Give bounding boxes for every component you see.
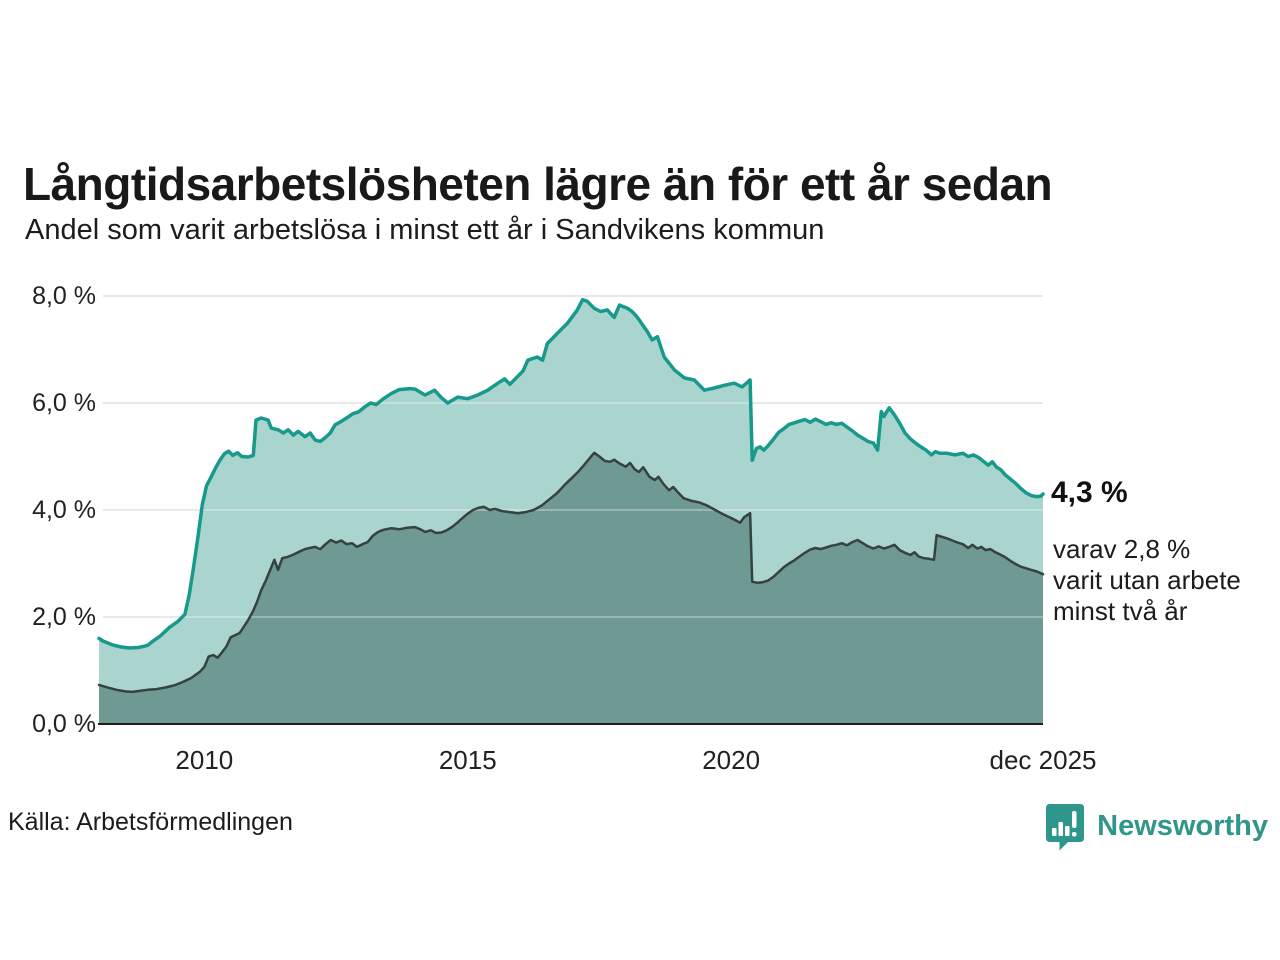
line-series-0	[97, 297, 1045, 650]
y-tick-label: 8,0 %	[32, 282, 96, 310]
y-tick-label: 0,0 %	[32, 710, 96, 738]
brand-logo: Newsworthy	[1045, 803, 1268, 851]
y-tick-label: 6,0 %	[32, 389, 96, 417]
line-series-1	[97, 451, 1045, 694]
area-fill-series-1	[99, 452, 1043, 724]
y-tick-label: 2,0 %	[32, 603, 96, 631]
y-tick-label: 4,0 %	[32, 496, 96, 524]
area-fill-series-0	[99, 299, 1043, 724]
page-title: Långtidsarbetslösheten lägre än för ett …	[23, 157, 1053, 210]
x-tick-label: 2020	[702, 745, 761, 775]
latest-value-annotation: 4,3 %	[1051, 475, 1128, 509]
newsworthy-icon	[1046, 804, 1085, 851]
x-tick-label: 2015	[438, 745, 497, 775]
x-tick-label: 2010	[175, 745, 234, 775]
secondary-value-annotation: varav 2,8 % varit utan arbete minst två …	[1053, 534, 1241, 626]
page-subtitle: Andel som varit arbetslösa i minst ett å…	[25, 214, 825, 246]
source-note: Källa: Arbetsförmedlingen	[8, 808, 293, 836]
brand-name: Newsworthy	[1097, 810, 1268, 842]
x-tick-label: dec 2025	[989, 745, 1097, 775]
